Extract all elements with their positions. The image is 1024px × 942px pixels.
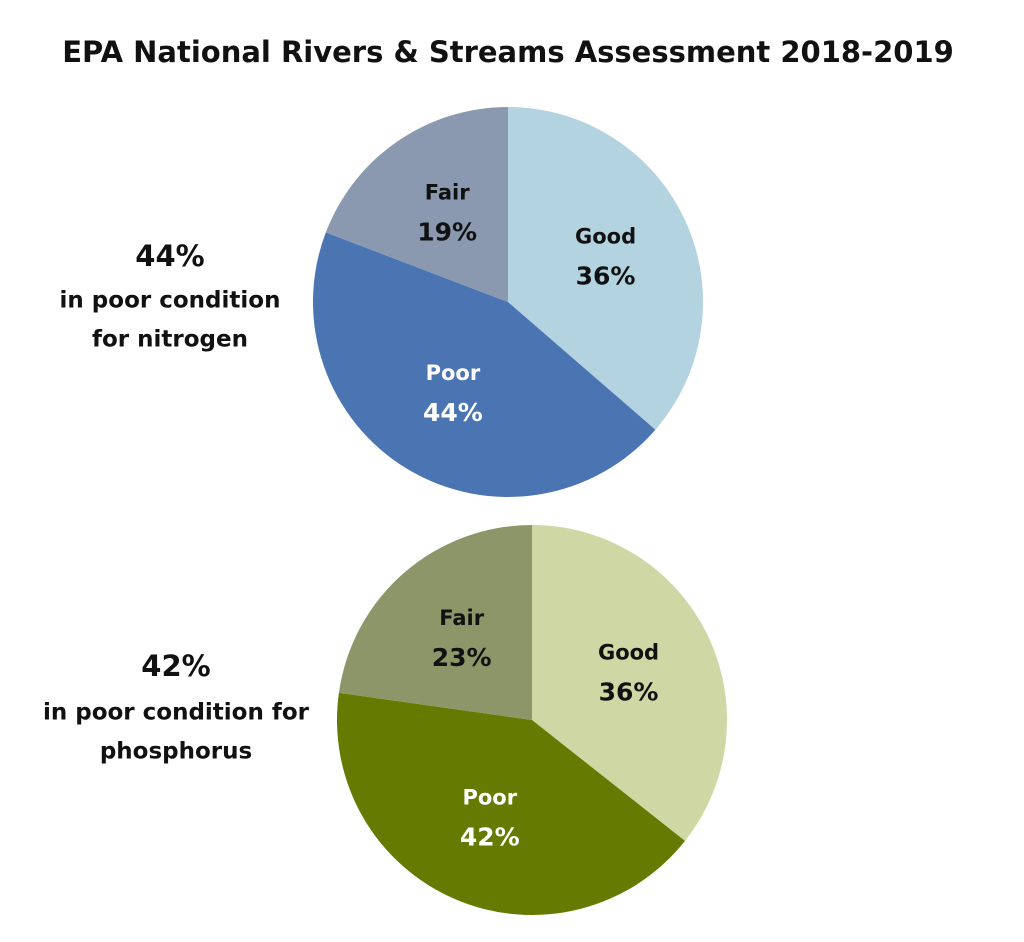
annotation: 44% <box>135 239 204 273</box>
slice-value-label: 36% <box>599 677 659 706</box>
slice-category-label: Fair <box>439 606 484 630</box>
pie-slice <box>312 232 656 498</box>
slice-value-label: 23% <box>432 643 492 672</box>
annotation: phosphorus <box>100 739 252 765</box>
annotation: in poor condition <box>60 288 281 314</box>
pie-slice <box>338 525 532 720</box>
pie-slice <box>508 107 703 430</box>
annotation: for nitrogen <box>92 327 248 353</box>
chart-title: EPA National Rivers & Streams Assessment… <box>62 35 954 69</box>
pie-slice <box>325 107 508 302</box>
slice-value-label: 42% <box>460 823 520 852</box>
slice-category-label: Good <box>598 640 659 664</box>
pie-slice <box>336 692 685 915</box>
pie-slice <box>532 525 728 841</box>
slice-value-label: 19% <box>417 218 477 247</box>
slice-category-label: Poor <box>426 361 481 385</box>
slice-category-label: Good <box>575 224 636 248</box>
annotation: in poor condition for <box>43 700 310 726</box>
slice-value-label: 44% <box>423 398 483 427</box>
annotation: 42% <box>141 649 210 683</box>
slice-value-label: 36% <box>576 261 636 290</box>
slice-category-label: Fair <box>425 181 470 205</box>
slice-category-label: Poor <box>462 786 517 810</box>
